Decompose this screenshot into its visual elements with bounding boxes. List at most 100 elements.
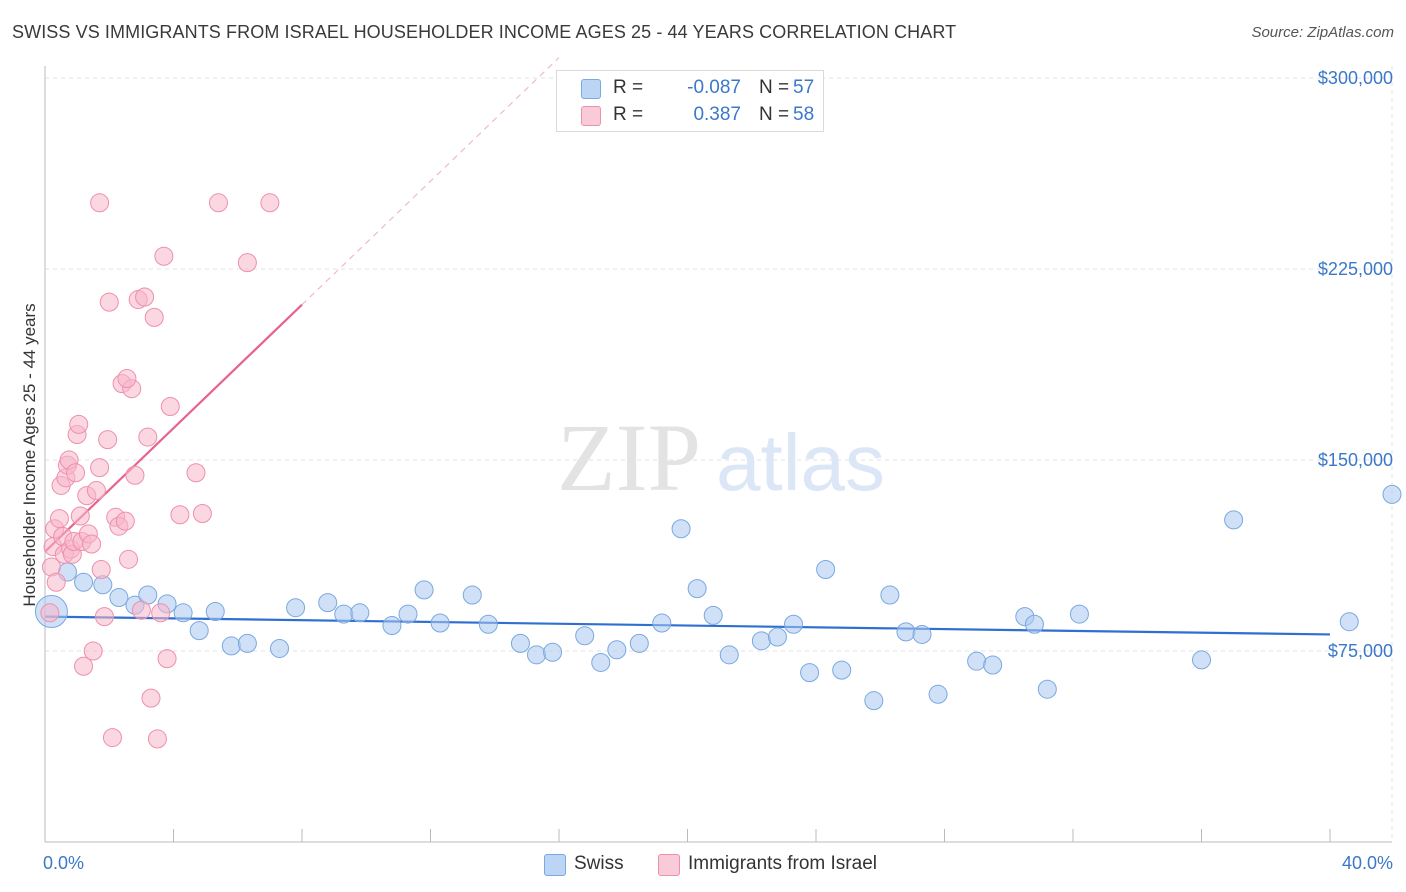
legend-r-value: -0.087 bbox=[687, 77, 741, 98]
point-swiss bbox=[109, 588, 129, 608]
point-israel bbox=[99, 292, 119, 312]
point-swiss bbox=[751, 631, 771, 651]
point-swiss bbox=[286, 598, 306, 618]
y-tick-label: $150,000 bbox=[1318, 450, 1393, 470]
x-tick-label: 0.0% bbox=[43, 853, 84, 873]
point-israel bbox=[49, 509, 69, 529]
point-swiss bbox=[1382, 484, 1402, 504]
point-israel bbox=[186, 463, 206, 483]
legend-r-label: R = bbox=[613, 104, 644, 125]
point-swiss bbox=[784, 614, 804, 634]
point-israel bbox=[138, 427, 158, 447]
point-swiss bbox=[703, 605, 723, 625]
series-legend: Swiss Immigrants from Israel bbox=[0, 852, 1406, 878]
point-swiss bbox=[800, 663, 820, 683]
axes bbox=[44, 66, 1392, 843]
point-israel bbox=[144, 307, 164, 327]
y-axis-label: Householder Income Ages 25 - 44 years bbox=[20, 303, 39, 606]
trend-lines bbox=[44, 57, 1331, 636]
point-swiss bbox=[478, 614, 498, 634]
point-swiss bbox=[221, 636, 241, 656]
legend-r-label: R = bbox=[613, 77, 644, 98]
point-israel bbox=[91, 560, 111, 580]
point-israel bbox=[208, 193, 228, 213]
point-swiss bbox=[896, 622, 916, 642]
gridlines bbox=[45, 66, 1393, 842]
correlation-legend: R = -0.087 N = 57 R = 0.387 N = 58 bbox=[556, 70, 824, 132]
point-swiss bbox=[652, 613, 672, 633]
point-swiss bbox=[1339, 612, 1359, 632]
point-israel bbox=[192, 503, 212, 523]
legend-r-value: 0.387 bbox=[693, 104, 741, 125]
point-israel bbox=[125, 465, 145, 485]
point-swiss bbox=[687, 579, 707, 599]
point-israel bbox=[151, 603, 171, 623]
legend-swatch-israel bbox=[581, 106, 601, 126]
point-swiss bbox=[1224, 510, 1244, 530]
point-swiss bbox=[350, 603, 370, 623]
point-israel bbox=[82, 534, 102, 554]
legend-n-value: 58 bbox=[793, 104, 815, 125]
point-israel bbox=[70, 506, 90, 526]
point-swiss bbox=[527, 645, 547, 665]
point-israel bbox=[170, 505, 190, 525]
point-swiss bbox=[430, 613, 450, 633]
point-israel bbox=[131, 600, 151, 620]
legend-swatch-swiss bbox=[581, 79, 601, 99]
point-israel bbox=[117, 369, 137, 389]
point-israel bbox=[66, 463, 86, 483]
y-tick-label: $225,000 bbox=[1318, 259, 1393, 279]
legend-n-value: 57 bbox=[793, 77, 815, 98]
point-swiss bbox=[334, 604, 354, 624]
series-swatch-swiss bbox=[544, 854, 566, 876]
point-swiss bbox=[318, 593, 338, 613]
point-israel bbox=[40, 603, 60, 623]
point-israel bbox=[237, 253, 257, 273]
point-swiss bbox=[629, 633, 649, 653]
point-swiss bbox=[928, 684, 948, 704]
point-israel bbox=[102, 728, 122, 748]
point-israel bbox=[115, 511, 135, 531]
point-swiss bbox=[173, 603, 193, 623]
point-israel bbox=[147, 729, 167, 749]
y-tick-label: $75,000 bbox=[1328, 641, 1393, 661]
point-swiss bbox=[1024, 614, 1044, 634]
point-swiss bbox=[575, 626, 595, 646]
point-israel bbox=[154, 246, 174, 266]
trend-line-israel-extension bbox=[301, 57, 560, 306]
point-israel bbox=[157, 649, 177, 669]
trend-line-swiss bbox=[44, 615, 1331, 636]
point-israel bbox=[86, 481, 106, 501]
point-swiss bbox=[205, 602, 225, 622]
point-israel bbox=[74, 656, 94, 676]
point-swiss bbox=[671, 519, 691, 539]
x-tick-labels: 0.0% 40.0% bbox=[43, 853, 1393, 873]
data-points bbox=[34, 193, 1402, 749]
legend-n-label: N = bbox=[759, 104, 790, 125]
point-swiss bbox=[414, 580, 434, 600]
point-swiss bbox=[1037, 679, 1057, 699]
point-israel bbox=[119, 549, 139, 569]
point-swiss bbox=[880, 585, 900, 605]
point-swiss bbox=[607, 640, 627, 660]
watermark-zip: ZIP bbox=[557, 404, 701, 511]
point-israel bbox=[83, 641, 103, 661]
watermark-atlas: atlas bbox=[716, 418, 885, 507]
point-swiss bbox=[237, 633, 257, 653]
point-swiss bbox=[591, 652, 611, 672]
point-israel bbox=[260, 193, 280, 213]
point-swiss bbox=[382, 616, 402, 636]
point-swiss bbox=[510, 633, 530, 653]
point-israel bbox=[160, 397, 180, 417]
series-label-israel: Immigrants from Israel bbox=[688, 853, 877, 874]
series-swatch-israel bbox=[658, 854, 680, 876]
point-israel bbox=[141, 688, 161, 708]
point-swiss bbox=[719, 645, 739, 665]
point-israel bbox=[135, 287, 155, 307]
point-swiss bbox=[767, 627, 787, 647]
point-swiss bbox=[864, 691, 884, 711]
watermark: ZIP atlas bbox=[557, 404, 885, 511]
point-swiss bbox=[816, 560, 836, 580]
point-israel bbox=[90, 458, 110, 478]
point-israel bbox=[90, 193, 110, 213]
